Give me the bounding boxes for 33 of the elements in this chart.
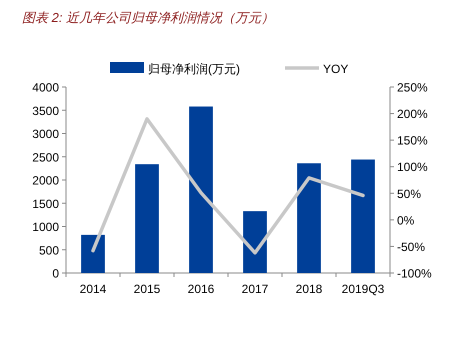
bar: [81, 234, 105, 273]
line-series: [91, 117, 365, 255]
y-tick-label: 2000: [32, 174, 60, 188]
y-tick-label: 3000: [32, 127, 60, 141]
chart-title: 图表 2: 近几年公司归母净利润情况（万元）: [22, 10, 274, 25]
y-tick-label: 1000: [32, 220, 60, 234]
y-tick-label: 4000: [32, 80, 60, 94]
y2-tick-label: 0%: [397, 213, 415, 228]
y2-tick-label: -50%: [397, 240, 426, 254]
x-tick-label: 2019Q3: [342, 282, 385, 296]
x-tick-label: 2017: [242, 282, 269, 296]
legend-label: 归母净利润(万元): [148, 62, 240, 76]
y2-tick-label: 250%: [397, 80, 428, 94]
y2-tick-label: -100%: [397, 266, 432, 280]
x-tick-label: 2014: [80, 282, 107, 296]
bar: [297, 163, 321, 273]
y-tick-label: 3500: [32, 104, 60, 118]
bar: [243, 211, 267, 273]
x-tick-label: 2018: [296, 282, 323, 296]
y-tick-label: 2500: [32, 150, 60, 164]
x-tick-label: 2015: [134, 282, 161, 296]
bar: [135, 164, 159, 273]
legend-label: YOY: [323, 62, 348, 76]
y2-tick-label: 50%: [397, 186, 422, 201]
y-tick-label: 1500: [32, 196, 60, 211]
x-tick-label: 2016: [188, 282, 215, 296]
y2-tick-label: 200%: [397, 107, 428, 122]
y-tick-label: 0: [52, 266, 60, 280]
bar: [351, 160, 375, 273]
y-tick-label: 500: [38, 243, 60, 258]
y2-tick-label: 150%: [397, 134, 428, 148]
bar: [189, 106, 213, 273]
y2-tick-label: 100%: [397, 160, 428, 174]
